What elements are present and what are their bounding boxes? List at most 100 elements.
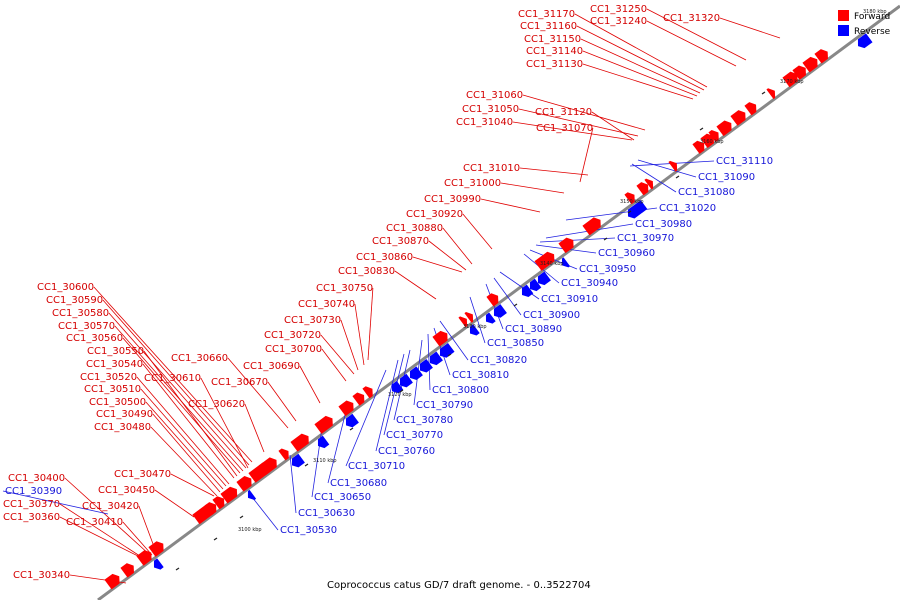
forward-gene-block[interactable] bbox=[148, 539, 166, 557]
forward-gene-block[interactable] bbox=[644, 176, 656, 190]
gene-label-cc1-30820[interactable]: CC1_30820 bbox=[470, 355, 527, 366]
gene-label-cc1-31130[interactable]: CC1_31130 bbox=[526, 59, 583, 70]
gene-label-cc1-30850[interactable]: CC1_30850 bbox=[487, 338, 544, 349]
forward-gene-block[interactable] bbox=[352, 390, 367, 406]
forward-gene-block[interactable] bbox=[792, 63, 809, 80]
gene-label-cc1-31010[interactable]: CC1_31010 bbox=[463, 163, 520, 174]
forward-gene-block[interactable] bbox=[582, 215, 604, 236]
reverse-gene-block[interactable] bbox=[389, 380, 404, 396]
gene-label-cc1-30650[interactable]: CC1_30650 bbox=[314, 492, 371, 503]
gene-label-cc1-30500[interactable]: CC1_30500 bbox=[89, 397, 146, 408]
gene-label-cc1-30710[interactable]: CC1_30710 bbox=[348, 461, 405, 472]
forward-gene-block[interactable] bbox=[220, 484, 240, 504]
forward-gene-block[interactable] bbox=[558, 235, 576, 254]
forward-gene-block[interactable] bbox=[814, 47, 831, 64]
gene-label-cc1-30800[interactable]: CC1_30800 bbox=[432, 385, 489, 396]
reverse-gene-block[interactable] bbox=[467, 324, 480, 338]
gene-label-cc1-30570[interactable]: CC1_30570 bbox=[58, 321, 115, 332]
gene-label-cc1-30370[interactable]: CC1_30370 bbox=[3, 499, 60, 510]
forward-gene-block[interactable] bbox=[432, 329, 450, 347]
reverse-gene-block[interactable] bbox=[519, 284, 534, 300]
gene-label-cc1-30540[interactable]: CC1_30540 bbox=[86, 359, 143, 370]
gene-label-cc1-30410[interactable]: CC1_30410 bbox=[66, 517, 123, 528]
gene-label-cc1-30730[interactable]: CC1_30730 bbox=[284, 315, 341, 326]
gene-label-cc1-30960[interactable]: CC1_30960 bbox=[598, 248, 655, 259]
reverse-gene-block[interactable] bbox=[491, 304, 507, 320]
gene-label-cc1-31320[interactable]: CC1_31320 bbox=[663, 13, 720, 24]
gene-label-cc1-30510[interactable]: CC1_30510 bbox=[84, 384, 141, 395]
gene-label-cc1-31090[interactable]: CC1_31090 bbox=[698, 172, 755, 183]
gene-label-cc1-30940[interactable]: CC1_30940 bbox=[561, 278, 618, 289]
gene-label-cc1-31160[interactable]: CC1_31160 bbox=[520, 21, 577, 32]
gene-label-cc1-30780[interactable]: CC1_30780 bbox=[396, 415, 453, 426]
gene-label-cc1-30830[interactable]: CC1_30830 bbox=[338, 266, 395, 277]
reverse-gene-block[interactable] bbox=[315, 435, 330, 451]
forward-gene-block[interactable] bbox=[290, 431, 312, 452]
gene-label-cc1-30880[interactable]: CC1_30880 bbox=[386, 223, 443, 234]
gene-label-cc1-30360[interactable]: CC1_30360 bbox=[3, 512, 60, 523]
gene-label-cc1-31060[interactable]: CC1_31060 bbox=[466, 90, 523, 101]
forward-gene-block[interactable] bbox=[692, 138, 707, 154]
forward-gene-block[interactable] bbox=[236, 474, 254, 492]
gene-label-cc1-31040[interactable]: CC1_31040 bbox=[456, 117, 513, 128]
reverse-gene-block[interactable] bbox=[527, 278, 542, 294]
gene-label-cc1-30870[interactable]: CC1_30870 bbox=[372, 236, 429, 247]
gene-label-cc1-30420[interactable]: CC1_30420 bbox=[82, 501, 139, 512]
gene-label-cc1-30490[interactable]: CC1_30490 bbox=[96, 409, 153, 420]
reverse-gene-block[interactable] bbox=[245, 489, 257, 502]
gene-label-cc1-30860[interactable]: CC1_30860 bbox=[356, 252, 413, 263]
forward-gene-block[interactable] bbox=[668, 158, 680, 172]
gene-label-cc1-30790[interactable]: CC1_30790 bbox=[416, 400, 473, 411]
gene-label-cc1-30910[interactable]: CC1_30910 bbox=[541, 294, 598, 305]
gene-label-cc1-30760[interactable]: CC1_30760 bbox=[378, 446, 435, 457]
reverse-gene-block[interactable] bbox=[151, 558, 164, 572]
forward-gene-block[interactable] bbox=[782, 69, 800, 88]
gene-label-cc1-30920[interactable]: CC1_30920 bbox=[406, 209, 463, 220]
gene-label-cc1-30630[interactable]: CC1_30630 bbox=[298, 508, 355, 519]
reverse-gene-block[interactable] bbox=[289, 453, 305, 470]
forward-gene-block[interactable] bbox=[624, 190, 638, 205]
gene-label-cc1-31250[interactable]: CC1_31250 bbox=[590, 4, 647, 15]
forward-gene-block[interactable] bbox=[338, 398, 356, 417]
forward-gene-block[interactable] bbox=[744, 100, 759, 116]
forward-gene-block[interactable] bbox=[700, 131, 717, 148]
gene-label-cc1-30980[interactable]: CC1_30980 bbox=[635, 219, 692, 230]
gene-label-cc1-30690[interactable]: CC1_30690 bbox=[243, 361, 300, 372]
gene-label-cc1-30530[interactable]: CC1_30530 bbox=[280, 525, 337, 536]
gene-label-cc1-30400[interactable]: CC1_30400 bbox=[8, 473, 65, 484]
gene-label-cc1-30720[interactable]: CC1_30720 bbox=[264, 330, 321, 341]
reverse-gene-block[interactable] bbox=[633, 200, 648, 215]
forward-gene-block[interactable] bbox=[314, 414, 336, 434]
gene-label-cc1-30900[interactable]: CC1_30900 bbox=[523, 310, 580, 321]
gene-label-cc1-31000[interactable]: CC1_31000 bbox=[444, 178, 501, 189]
gene-label-cc1-31150[interactable]: CC1_31150 bbox=[524, 34, 581, 45]
forward-gene-block[interactable] bbox=[464, 310, 476, 323]
gene-label-cc1-30680[interactable]: CC1_30680 bbox=[330, 478, 387, 489]
gene-label-cc1-30600[interactable]: CC1_30600 bbox=[37, 282, 94, 293]
gene-label-cc1-30480[interactable]: CC1_30480 bbox=[94, 422, 151, 433]
gene-label-cc1-30550[interactable]: CC1_30550 bbox=[87, 346, 144, 357]
gene-label-cc1-30670[interactable]: CC1_30670 bbox=[211, 377, 268, 388]
gene-label-cc1-30560[interactable]: CC1_30560 bbox=[66, 333, 123, 344]
forward-gene-block[interactable] bbox=[362, 384, 376, 399]
forward-gene-block[interactable] bbox=[766, 86, 778, 100]
reverse-gene-block[interactable] bbox=[427, 351, 443, 368]
gene-label-cc1-30660[interactable]: CC1_30660 bbox=[171, 353, 228, 364]
gene-label-cc1-31120[interactable]: CC1_31120 bbox=[535, 107, 592, 118]
gene-label-cc1-30750[interactable]: CC1_30750 bbox=[316, 283, 373, 294]
reverse-gene-block[interactable] bbox=[625, 203, 643, 221]
forward-gene-block[interactable] bbox=[716, 118, 734, 137]
forward-gene-block[interactable] bbox=[258, 455, 280, 476]
forward-gene-block[interactable] bbox=[708, 128, 722, 143]
reverse-gene-block[interactable] bbox=[535, 271, 551, 288]
gene-label-cc1-30520[interactable]: CC1_30520 bbox=[80, 372, 137, 383]
gene-label-cc1-30970[interactable]: CC1_30970 bbox=[617, 233, 674, 244]
gene-label-cc1-31050[interactable]: CC1_31050 bbox=[462, 104, 519, 115]
reverse-gene-block[interactable] bbox=[397, 373, 413, 390]
gene-label-cc1-31070[interactable]: CC1_31070 bbox=[536, 123, 593, 134]
forward-gene-block[interactable] bbox=[730, 108, 748, 126]
forward-gene-block[interactable] bbox=[136, 548, 154, 566]
forward-gene-block[interactable] bbox=[458, 314, 470, 328]
gene-label-cc1-31140[interactable]: CC1_31140 bbox=[526, 46, 583, 57]
gene-label-cc1-30580[interactable]: CC1_30580 bbox=[52, 308, 109, 319]
